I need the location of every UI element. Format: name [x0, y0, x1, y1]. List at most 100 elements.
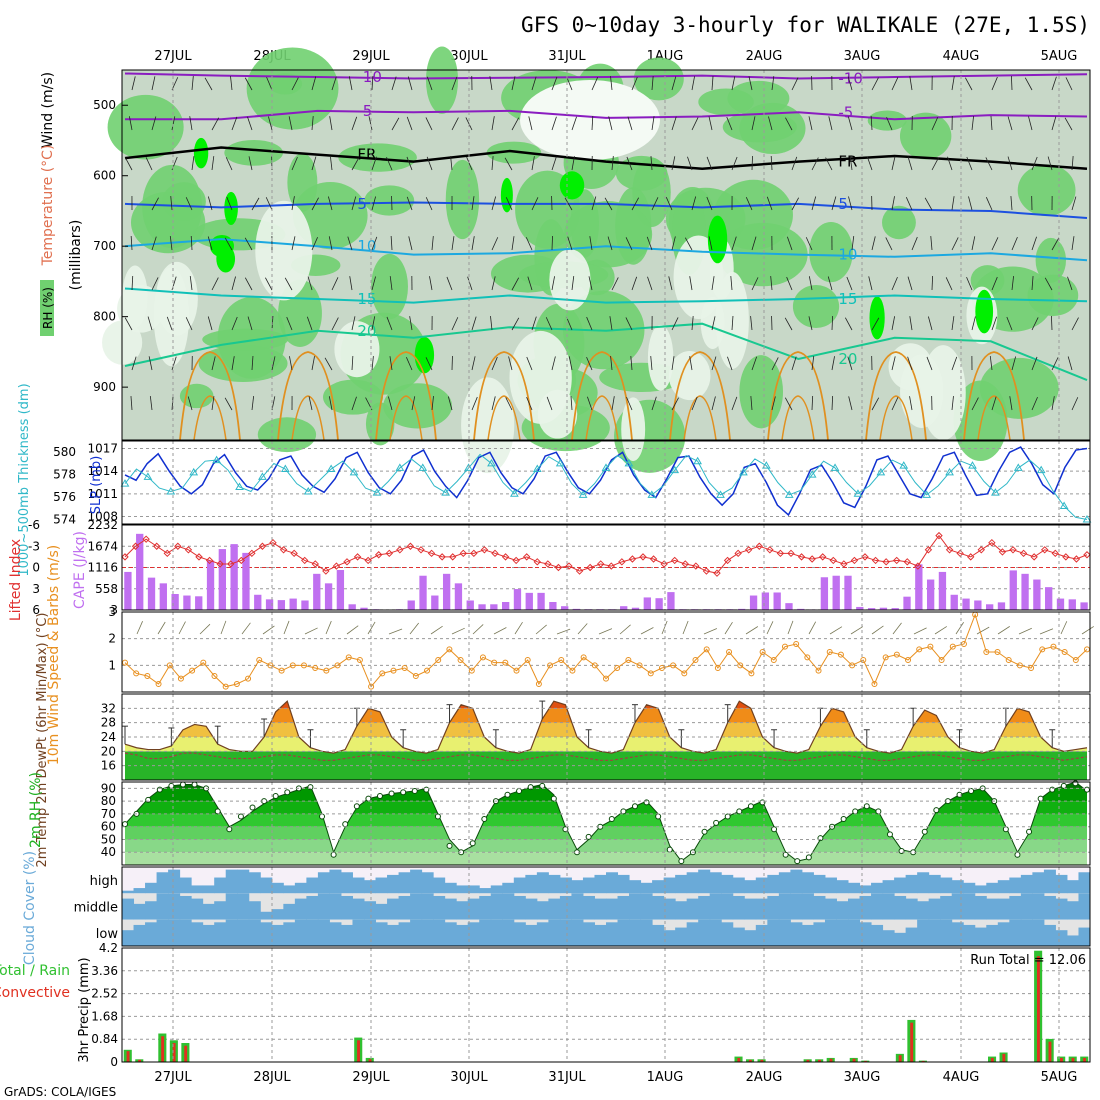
cloud-bar-high — [951, 880, 964, 894]
rh-point — [516, 787, 523, 794]
wind-barb — [766, 196, 773, 211]
cape-bar — [147, 577, 156, 610]
lifted-index-point — [269, 539, 277, 547]
cloud-bar-low — [606, 922, 619, 946]
lifted-index-point — [153, 542, 161, 550]
rh-tick-50: 50 — [101, 832, 116, 846]
wind-speed-point — [312, 665, 319, 671]
cloud-bar-middle — [456, 901, 469, 920]
lifted-index-point — [914, 562, 922, 570]
wind-barb — [489, 76, 493, 91]
cloud-bar-middle — [502, 893, 515, 920]
lifted-index-point — [988, 539, 996, 547]
lifted-index-point — [1051, 549, 1059, 558]
wind-barb — [1031, 317, 1039, 331]
wind-barb — [610, 356, 613, 371]
cloud-bar-low — [986, 924, 999, 946]
top-date-27JUL: 27JUL — [154, 49, 192, 64]
wind-barb — [1007, 116, 1013, 131]
lifted-index-tick-0: 0 — [32, 561, 40, 575]
isotherm-25-contour — [571, 351, 633, 441]
wind-barb — [751, 356, 758, 371]
lifted-index-point — [417, 546, 425, 554]
wind-barb — [166, 316, 173, 331]
rh-point — [272, 793, 279, 800]
rh-legend-swatch — [40, 280, 54, 336]
rh-moist-patch — [615, 155, 668, 191]
rh-moist-patch — [364, 185, 415, 216]
wind-barb — [1009, 396, 1013, 411]
wind-barb — [687, 156, 693, 171]
cloud-bar-middle — [848, 898, 861, 920]
wind-barb — [871, 317, 880, 331]
thickness-point — [1082, 515, 1092, 523]
cape-bar — [785, 603, 793, 610]
wind-barb — [244, 277, 253, 291]
wind-barb — [447, 396, 453, 411]
thickness-point — [968, 461, 977, 469]
cloud-bar-low — [1066, 935, 1079, 946]
wind-barb — [891, 156, 896, 171]
rh-point — [1060, 782, 1067, 789]
lifted-index-point — [977, 546, 985, 554]
cloud-bar-high — [317, 872, 330, 894]
wind-barb — [791, 356, 797, 371]
cloud-bar-high — [156, 872, 169, 894]
rh-point — [214, 808, 221, 815]
cloud-bar-high — [145, 882, 158, 894]
surface-wind-barb — [346, 625, 359, 635]
wind-barb — [1065, 77, 1073, 91]
cloud-bar-high — [248, 872, 261, 894]
rh-moist-patch — [698, 88, 754, 116]
cloud-bar-low — [652, 924, 665, 946]
wind-barb — [268, 116, 273, 131]
precip-convective-bar — [138, 1059, 142, 1062]
pressure-tick-500: 500 — [93, 98, 116, 112]
wind-barb — [784, 317, 793, 331]
wind-barb — [251, 356, 254, 371]
wind-barb — [591, 196, 597, 211]
cape-bar — [159, 583, 167, 610]
wind-speed-point — [949, 643, 956, 650]
surface-wind-barb — [556, 628, 571, 635]
lifted-index-point — [649, 555, 658, 563]
bottom-date-3AUG: 3AUG — [844, 1070, 881, 1085]
cloud-bar-high — [421, 872, 434, 894]
cloud-bar-high — [801, 872, 814, 894]
wind-barb — [831, 395, 834, 411]
cloud-bar-low — [513, 922, 526, 946]
rh-saturated-patch — [559, 171, 585, 200]
surface-wind-barb — [766, 621, 774, 635]
cloud-row-label-middle: middle — [74, 901, 118, 916]
wind-speed-point — [714, 665, 721, 671]
wind-barb — [425, 117, 433, 131]
run-total-label: Run Total = 12.06 — [970, 953, 1086, 968]
cloud-bar-high — [1055, 874, 1068, 894]
cloud-bar-middle — [248, 901, 261, 920]
rh-moist-patch — [713, 179, 793, 250]
wind-barb — [631, 76, 638, 91]
rh-tick-60: 60 — [101, 820, 116, 834]
slp-tick-1008: 1008 — [87, 509, 118, 523]
wind-barb — [251, 197, 260, 211]
rh-point — [782, 851, 789, 858]
wind-barb — [1031, 236, 1037, 251]
wind-speed-point — [759, 649, 766, 655]
lifted-index-point — [216, 560, 224, 568]
rh-dry-patch — [549, 249, 591, 311]
cape-bar — [501, 602, 510, 610]
cloud-bar-low — [836, 919, 849, 946]
wind-barb — [771, 396, 776, 411]
wind-barb — [151, 116, 157, 131]
rh-point — [620, 808, 627, 815]
cloud-bar-middle — [237, 893, 250, 920]
cloud-bar-middle — [744, 898, 757, 920]
surface-wind-barb — [703, 628, 718, 635]
wind-barb — [211, 277, 219, 291]
rh-point — [968, 787, 975, 794]
wind-speed-point — [256, 657, 263, 663]
wind-speed-point — [535, 681, 542, 687]
cloud-bar-low — [248, 919, 261, 946]
wind-barb — [871, 236, 876, 251]
